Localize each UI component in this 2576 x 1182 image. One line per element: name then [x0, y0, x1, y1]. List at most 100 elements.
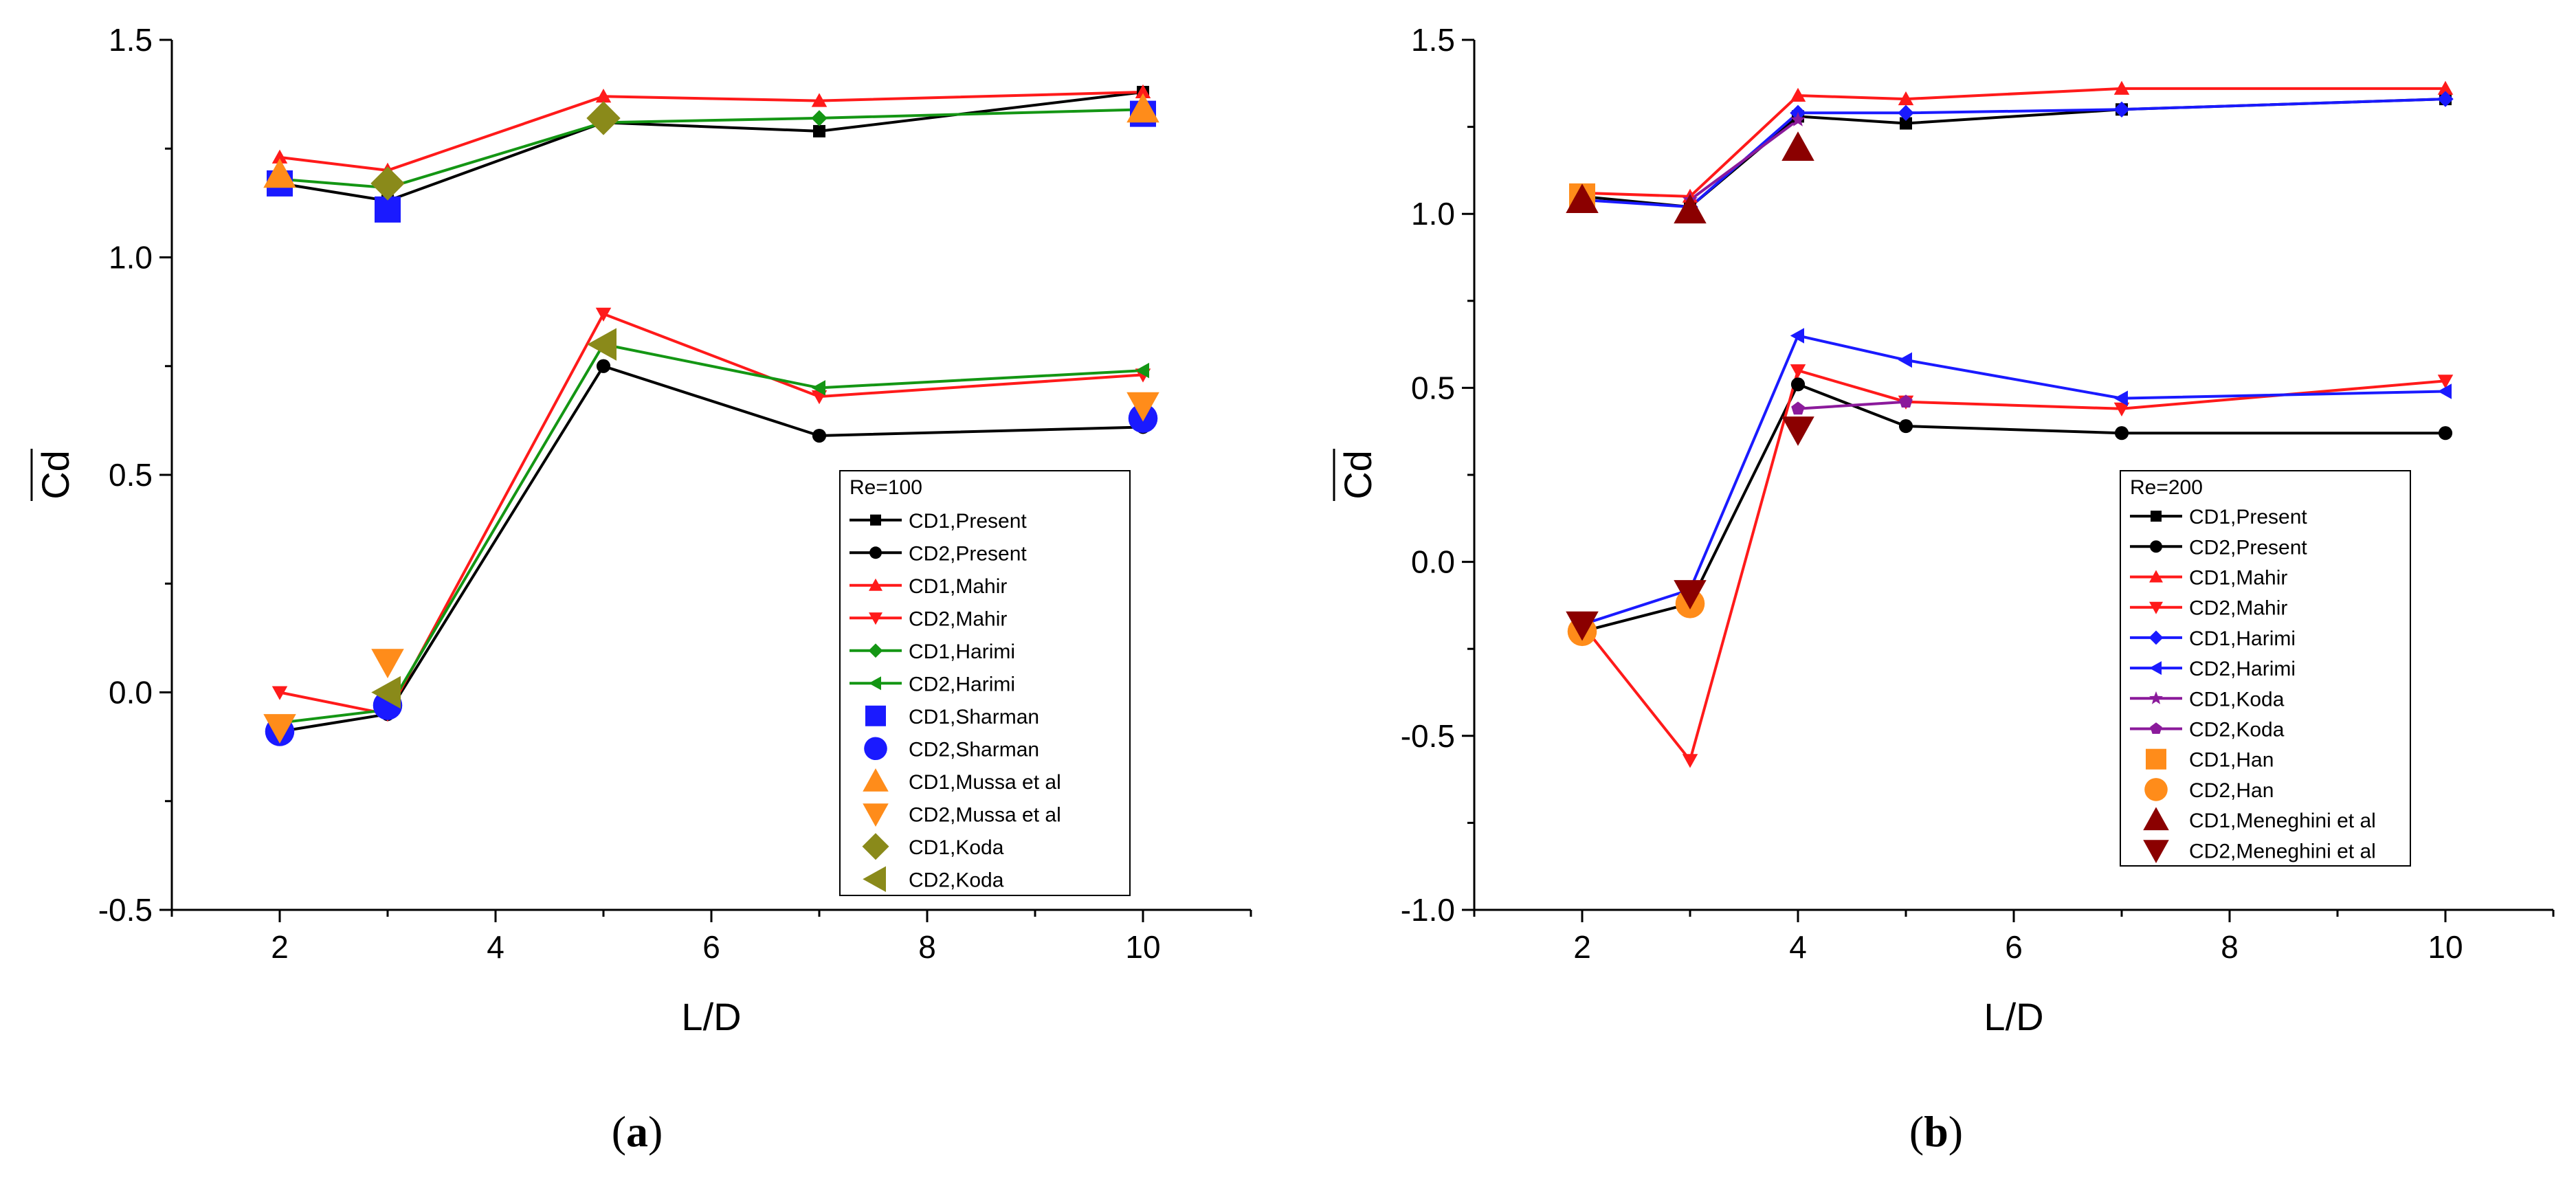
legend-entry-label: CD2,Mussa et al: [909, 803, 1061, 826]
data-point: [1898, 91, 1914, 106]
legend-marker: [863, 768, 889, 792]
legend: Re=100 CD1,Present CD2,Present CD1,Mahir CD2…: [839, 470, 1131, 896]
legend-marker: [2150, 540, 2162, 553]
data-point: [1135, 84, 1151, 98]
data-point: [371, 676, 401, 709]
data-point: [1674, 580, 1707, 610]
x-axis-title: L/D: [1984, 995, 2043, 1038]
legend-entry-label: CD1,Meneghini et al: [2189, 810, 2376, 832]
data-point: [1126, 392, 1159, 422]
data-point: [1898, 419, 1913, 434]
legend-marker: [2149, 601, 2163, 614]
data-point: [2437, 80, 2454, 95]
y-tick-label: 1.0: [1411, 196, 1455, 232]
legend-entry-label: CD1,Mahir: [909, 575, 1007, 598]
legend-marker: [870, 514, 881, 526]
data-point: [370, 166, 405, 201]
data-point: [586, 101, 621, 135]
legend-marker: [869, 612, 882, 625]
data-point: [2437, 383, 2452, 399]
data-point: [2437, 91, 2454, 107]
x-tick-label: 8: [2221, 929, 2239, 965]
data-point: [271, 149, 288, 164]
data-point: [1781, 131, 1814, 161]
legend-entry-label: CD2,Mahir: [909, 607, 1007, 630]
data-point: [1781, 416, 1814, 446]
legend: Re=200 CD1,Present CD2,Present CD1,Mahir CD2…: [2120, 470, 2411, 867]
data-point: [1791, 401, 1805, 415]
legend-marker: [868, 643, 883, 658]
data-point: [1674, 194, 1707, 224]
legend-entry-label: CD1,Han: [2189, 749, 2274, 772]
data-point: [1682, 754, 1698, 768]
data-point: [263, 714, 296, 744]
series-line: [1581, 98, 2446, 209]
legend-title: Re=200: [2130, 476, 2203, 499]
y-tick-label: 0.5: [109, 457, 153, 493]
legend-entry-label: CD2,Present: [2189, 536, 2307, 559]
y-tick-label: 1.5: [109, 22, 153, 58]
series-line: [1581, 334, 2446, 626]
legend-entry-label: CD2,Mahir: [2189, 597, 2287, 620]
legend-entry-label: CD2,Harimi: [909, 673, 1015, 695]
legend-entry-label: CD1,Present: [909, 510, 1027, 533]
data-point: [2113, 80, 2130, 95]
data-point: [1790, 377, 1806, 392]
data-point: [2438, 426, 2453, 441]
legend-marker: [863, 866, 886, 892]
legend-entry-label: CD1,Sharman: [909, 706, 1039, 728]
panel-label: (a): [612, 1107, 663, 1156]
y-axis-title: Cd: [1336, 450, 1379, 500]
y-tick-label: 1.0: [109, 240, 153, 276]
data-point: [2113, 390, 2128, 406]
data-point: [813, 124, 825, 137]
data-point: [1898, 352, 1912, 368]
series-line: [1581, 98, 2446, 209]
data-point: [1898, 104, 1914, 122]
legend-marker: [863, 803, 889, 827]
y-tick-label: 0.0: [109, 675, 153, 711]
legend-entry-label: CD1,Harimi: [909, 640, 1015, 663]
series-line: [279, 108, 1144, 190]
legend-marker: [2149, 570, 2163, 583]
y-axis-title: Cd: [34, 450, 77, 500]
y-tick-label: 0.5: [1411, 370, 1455, 405]
legend-marker: [865, 705, 886, 726]
legend-marker: [864, 737, 887, 761]
x-tick-label: 8: [918, 929, 936, 965]
data-point: [1126, 93, 1159, 123]
data-point: [1566, 183, 1599, 213]
data-point: [371, 649, 404, 678]
data-point: [811, 110, 828, 126]
data-point: [587, 328, 617, 361]
data-point: [271, 686, 288, 700]
legend-entry-label: CD2,Meneghini et al: [2189, 840, 2376, 862]
data-point: [1790, 111, 1806, 126]
data-point: [263, 158, 296, 188]
legend-entry-label: CD1,Koda: [2189, 688, 2285, 711]
data-point: [2114, 426, 2129, 441]
data-point: [375, 196, 401, 223]
legend-marker: [2143, 807, 2169, 831]
series-line: [1581, 368, 2446, 763]
y-tick-label: -1.0: [1401, 892, 1455, 928]
x-tick-label: 4: [1789, 929, 1807, 965]
legend-marker: [2149, 661, 2162, 676]
legend-entry-label: CD1,Mahir: [2189, 567, 2287, 590]
data-point: [2437, 375, 2454, 389]
data-point: [811, 380, 825, 396]
legend-entry-label: CD1,Harimi: [2189, 627, 2296, 650]
y-tick-label: -0.5: [1401, 718, 1455, 754]
legend-entry-label: CD2,Present: [909, 542, 1027, 565]
data-point: [1900, 117, 1912, 130]
data-point: [1790, 364, 1806, 379]
x-tick-label: 10: [2428, 929, 2463, 965]
data-point: [595, 89, 612, 103]
legend-marker: [862, 833, 889, 860]
x-tick-label: 6: [2005, 929, 2023, 965]
panel-label: (b): [1909, 1107, 1963, 1156]
legend-marker: [2144, 778, 2168, 801]
data-point: [595, 307, 612, 322]
y-tick-label: -0.5: [98, 892, 153, 928]
